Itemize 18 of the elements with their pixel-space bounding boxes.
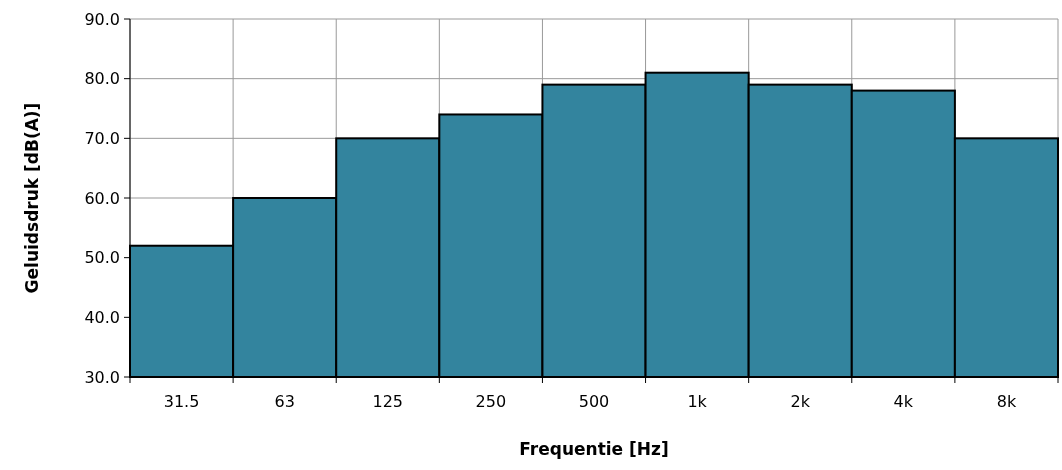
y-axis-title: Geluidsdruk [dB(A)] (22, 102, 42, 294)
x-tick-label: 250 (475, 392, 507, 411)
x-tick-label: 1k (687, 392, 708, 411)
y-tick-label: 80.0 (84, 69, 120, 89)
y-tick-label: 70.0 (84, 128, 120, 148)
y-tick-label: 60.0 (84, 188, 120, 208)
x-tick-label: 2k (790, 392, 811, 411)
x-tick-label: 500 (578, 392, 610, 411)
x-tick-label: 63 (274, 392, 295, 411)
y-tick-label: 50.0 (84, 248, 120, 268)
x-tick-label: 125 (372, 392, 404, 411)
y-tick-label: 30.0 (84, 367, 120, 387)
y-tick-label: 40.0 (84, 307, 120, 327)
x-axis-title: Frequentie [Hz] (519, 439, 669, 459)
x-tick-label: 4k (893, 392, 914, 411)
y-tick-label: 90.0 (84, 9, 120, 29)
x-tick-label: 31.5 (163, 392, 200, 411)
x-tick-label: 8k (996, 392, 1017, 411)
